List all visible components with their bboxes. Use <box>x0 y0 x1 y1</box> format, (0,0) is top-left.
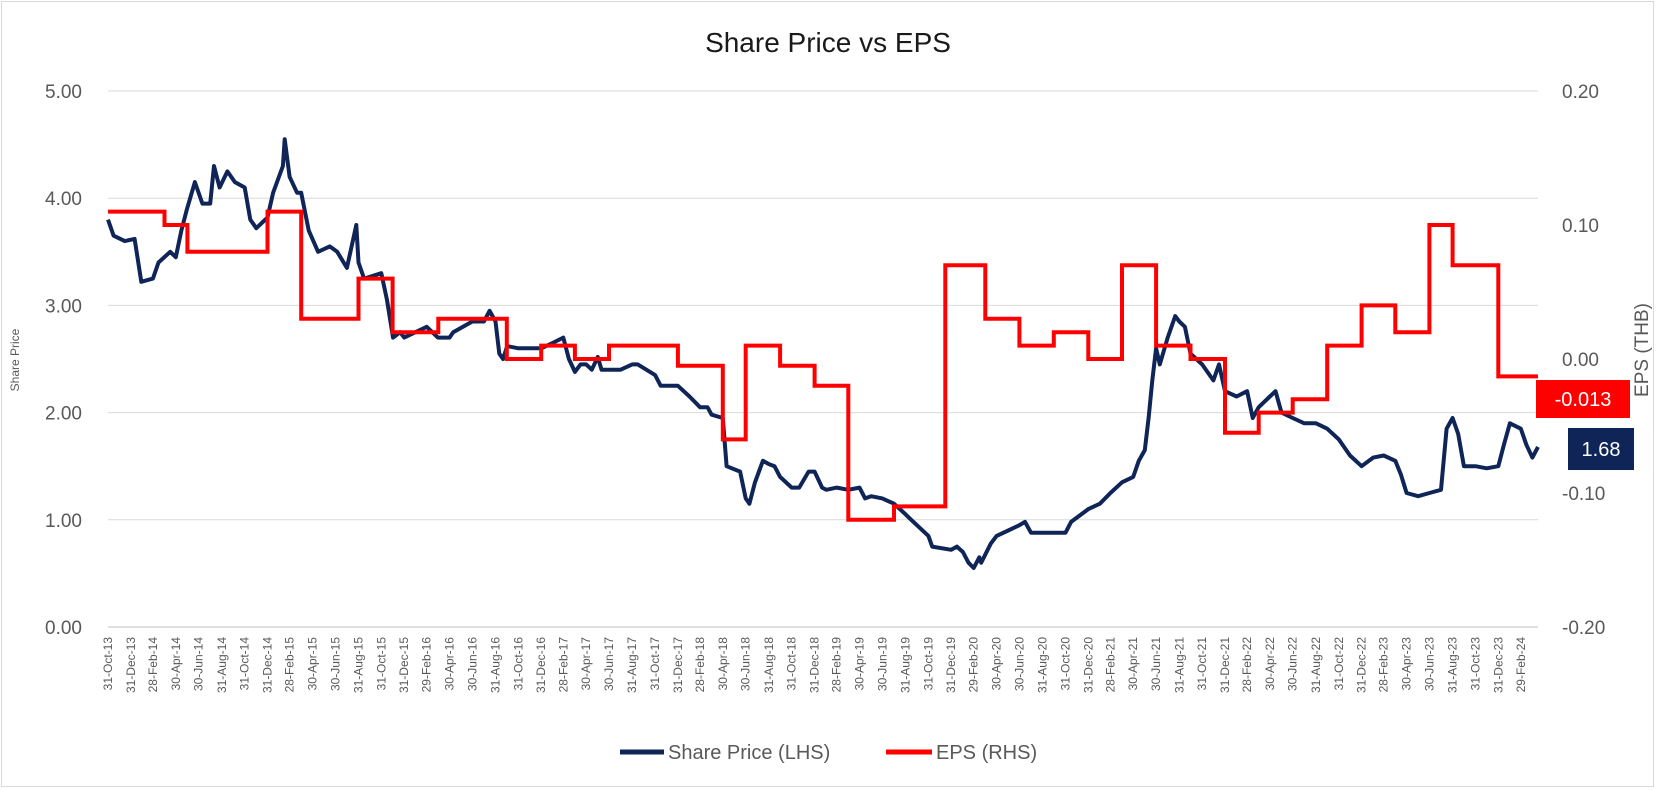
x-tick-label: 28-Feb-14 <box>146 637 160 693</box>
x-tick-label: 31-Dec-18 <box>808 637 822 693</box>
end-value-tags: -0.013 1.68 <box>1536 380 1634 470</box>
x-tick-label: 30-Jun-18 <box>739 637 753 691</box>
legend: Share Price (LHS) EPS (RHS) <box>620 742 1037 764</box>
x-tick-label: 31-Aug-17 <box>625 637 639 693</box>
x-tick-label: 28-Feb-23 <box>1377 637 1391 693</box>
series-layer <box>106 137 1540 570</box>
x-tick-label: 31-Oct-23 <box>1468 637 1482 691</box>
x-tick-label: 31-Aug-16 <box>489 637 503 693</box>
x-tick-label: 31-Oct-19 <box>921 637 935 691</box>
x-tick-label: 30-Apr-15 <box>305 637 319 691</box>
x-tick-label: 31-Oct-22 <box>1332 637 1346 691</box>
x-tick-label: 31-Dec-22 <box>1355 637 1369 693</box>
y-right-tick-label: 0.00 <box>1562 350 1599 371</box>
chart-title: Share Price vs EPS <box>705 27 951 58</box>
x-tick-label: 30-Jun-21 <box>1149 637 1163 691</box>
x-tick-label: 30-Jun-19 <box>875 637 889 691</box>
y-left-tick-label: 2.00 <box>45 404 82 425</box>
x-tick-label: 31-Oct-17 <box>648 637 662 691</box>
gridlines <box>108 90 1538 628</box>
eps-last-value-tag <box>1536 380 1630 418</box>
x-tick-label: 31-Dec-23 <box>1491 637 1505 693</box>
y-left-tick-label: 1.00 <box>45 511 82 532</box>
share-price-last-value-tag <box>1568 428 1634 470</box>
legend-label-share-price: Share Price (LHS) <box>668 742 830 764</box>
x-tick-label: 29-Feb-16 <box>420 637 434 693</box>
x-tick-label: 31-Dec-21 <box>1218 637 1232 693</box>
y-left-tick-label: 0.00 <box>45 618 82 639</box>
x-tick-label: 28-Feb-15 <box>283 637 297 693</box>
x-tick-label: 31-Aug-19 <box>899 637 913 693</box>
x-tick-label: 29-Feb-20 <box>967 637 981 693</box>
x-tick-label: 31-Oct-16 <box>511 637 525 691</box>
y-right-tick-label: -0.10 <box>1562 484 1605 505</box>
y-right-tick-label: 0.10 <box>1562 216 1599 237</box>
x-tick-label: 30-Jun-16 <box>465 637 479 691</box>
x-tick-label: 30-Jun-17 <box>602 637 616 691</box>
x-tick-label: 30-Jun-23 <box>1422 637 1436 691</box>
x-tick-label: 30-Apr-20 <box>990 637 1004 691</box>
x-tick-label: 31-Dec-19 <box>944 637 958 693</box>
x-tick-label: 31-Dec-16 <box>534 637 548 693</box>
x-tick-label: 30-Jun-20 <box>1012 637 1026 691</box>
eps-last-value-label: -0.013 <box>1555 389 1612 411</box>
x-tick-label: 30-Apr-21 <box>1126 637 1140 691</box>
x-tick-label: 30-Jun-14 <box>192 637 206 691</box>
y-right-tick-label: -0.20 <box>1562 618 1605 639</box>
x-axis-ticks: 31-Oct-13 31-Dec-13 28-Feb-14 30-Apr-14 30-J… <box>101 637 1528 693</box>
x-tick-label: 30-Apr-22 <box>1263 637 1277 691</box>
x-tick-label: 30-Apr-18 <box>716 637 730 691</box>
x-tick-label: 28-Feb-18 <box>693 637 707 693</box>
y-axis-right-label: EPS (THB) <box>1632 303 1653 397</box>
x-tick-label: 31-Dec-14 <box>261 637 275 693</box>
x-tick-label: 29-Feb-24 <box>1514 637 1528 693</box>
x-tick-label: 30-Apr-23 <box>1400 637 1414 691</box>
y-left-tick-label: 4.00 <box>45 189 82 210</box>
x-tick-label: 31-Dec-17 <box>671 637 685 693</box>
x-tick-label: 30-Apr-17 <box>579 637 593 691</box>
y-axis-right-ticks: -0.20 -0.10 0.00 0.10 0.20 <box>1562 82 1605 639</box>
x-tick-label: 28-Feb-17 <box>556 637 570 693</box>
x-tick-label: 31-Dec-20 <box>1081 637 1095 693</box>
x-tick-label: 31-Oct-18 <box>785 637 799 691</box>
x-tick-label: 30-Jun-15 <box>328 637 342 691</box>
series-line-eps <box>108 209 1538 522</box>
y-left-tick-label: 5.00 <box>45 82 82 103</box>
y-right-tick-label: 0.20 <box>1562 82 1599 103</box>
x-tick-label: 30-Apr-19 <box>853 637 867 691</box>
x-tick-label: 31-Oct-14 <box>238 637 252 691</box>
x-tick-label: 31-Dec-15 <box>397 637 411 693</box>
x-tick-label: 30-Jun-22 <box>1286 637 1300 691</box>
y-left-tick-label: 3.00 <box>45 296 82 317</box>
x-tick-label: 31-Aug-21 <box>1172 637 1186 693</box>
x-tick-label: 31-Oct-20 <box>1058 637 1072 691</box>
x-tick-label: 31-Oct-13 <box>101 637 115 691</box>
x-tick-label: 31-Dec-13 <box>124 637 138 693</box>
x-tick-label: 31-Oct-21 <box>1195 637 1209 691</box>
y-axis-left-label: Share Price <box>8 328 22 391</box>
share-price-last-value-label: 1.68 <box>1582 439 1621 461</box>
x-tick-label: 31-Aug-20 <box>1036 637 1050 693</box>
x-tick-label: 31-Aug-14 <box>215 637 229 693</box>
x-tick-label: 30-Apr-16 <box>442 637 456 691</box>
x-tick-label: 30-Apr-14 <box>169 637 183 691</box>
x-tick-label: 28-Feb-19 <box>830 637 844 693</box>
series-line-share-price <box>106 137 1540 570</box>
x-tick-label: 31-Aug-22 <box>1309 637 1323 693</box>
x-tick-label: 31-Aug-18 <box>762 637 776 693</box>
legend-label-eps: EPS (RHS) <box>936 742 1037 764</box>
x-tick-label: 31-Aug-23 <box>1446 637 1460 693</box>
x-tick-label: 28-Feb-21 <box>1103 637 1117 693</box>
x-tick-label: 31-Oct-15 <box>374 637 388 691</box>
y-axis-left-ticks: 0.00 1.00 2.00 3.00 4.00 5.00 <box>45 82 82 639</box>
x-tick-label: 28-Feb-22 <box>1240 637 1254 693</box>
x-tick-label: 31-Aug-15 <box>352 637 366 693</box>
